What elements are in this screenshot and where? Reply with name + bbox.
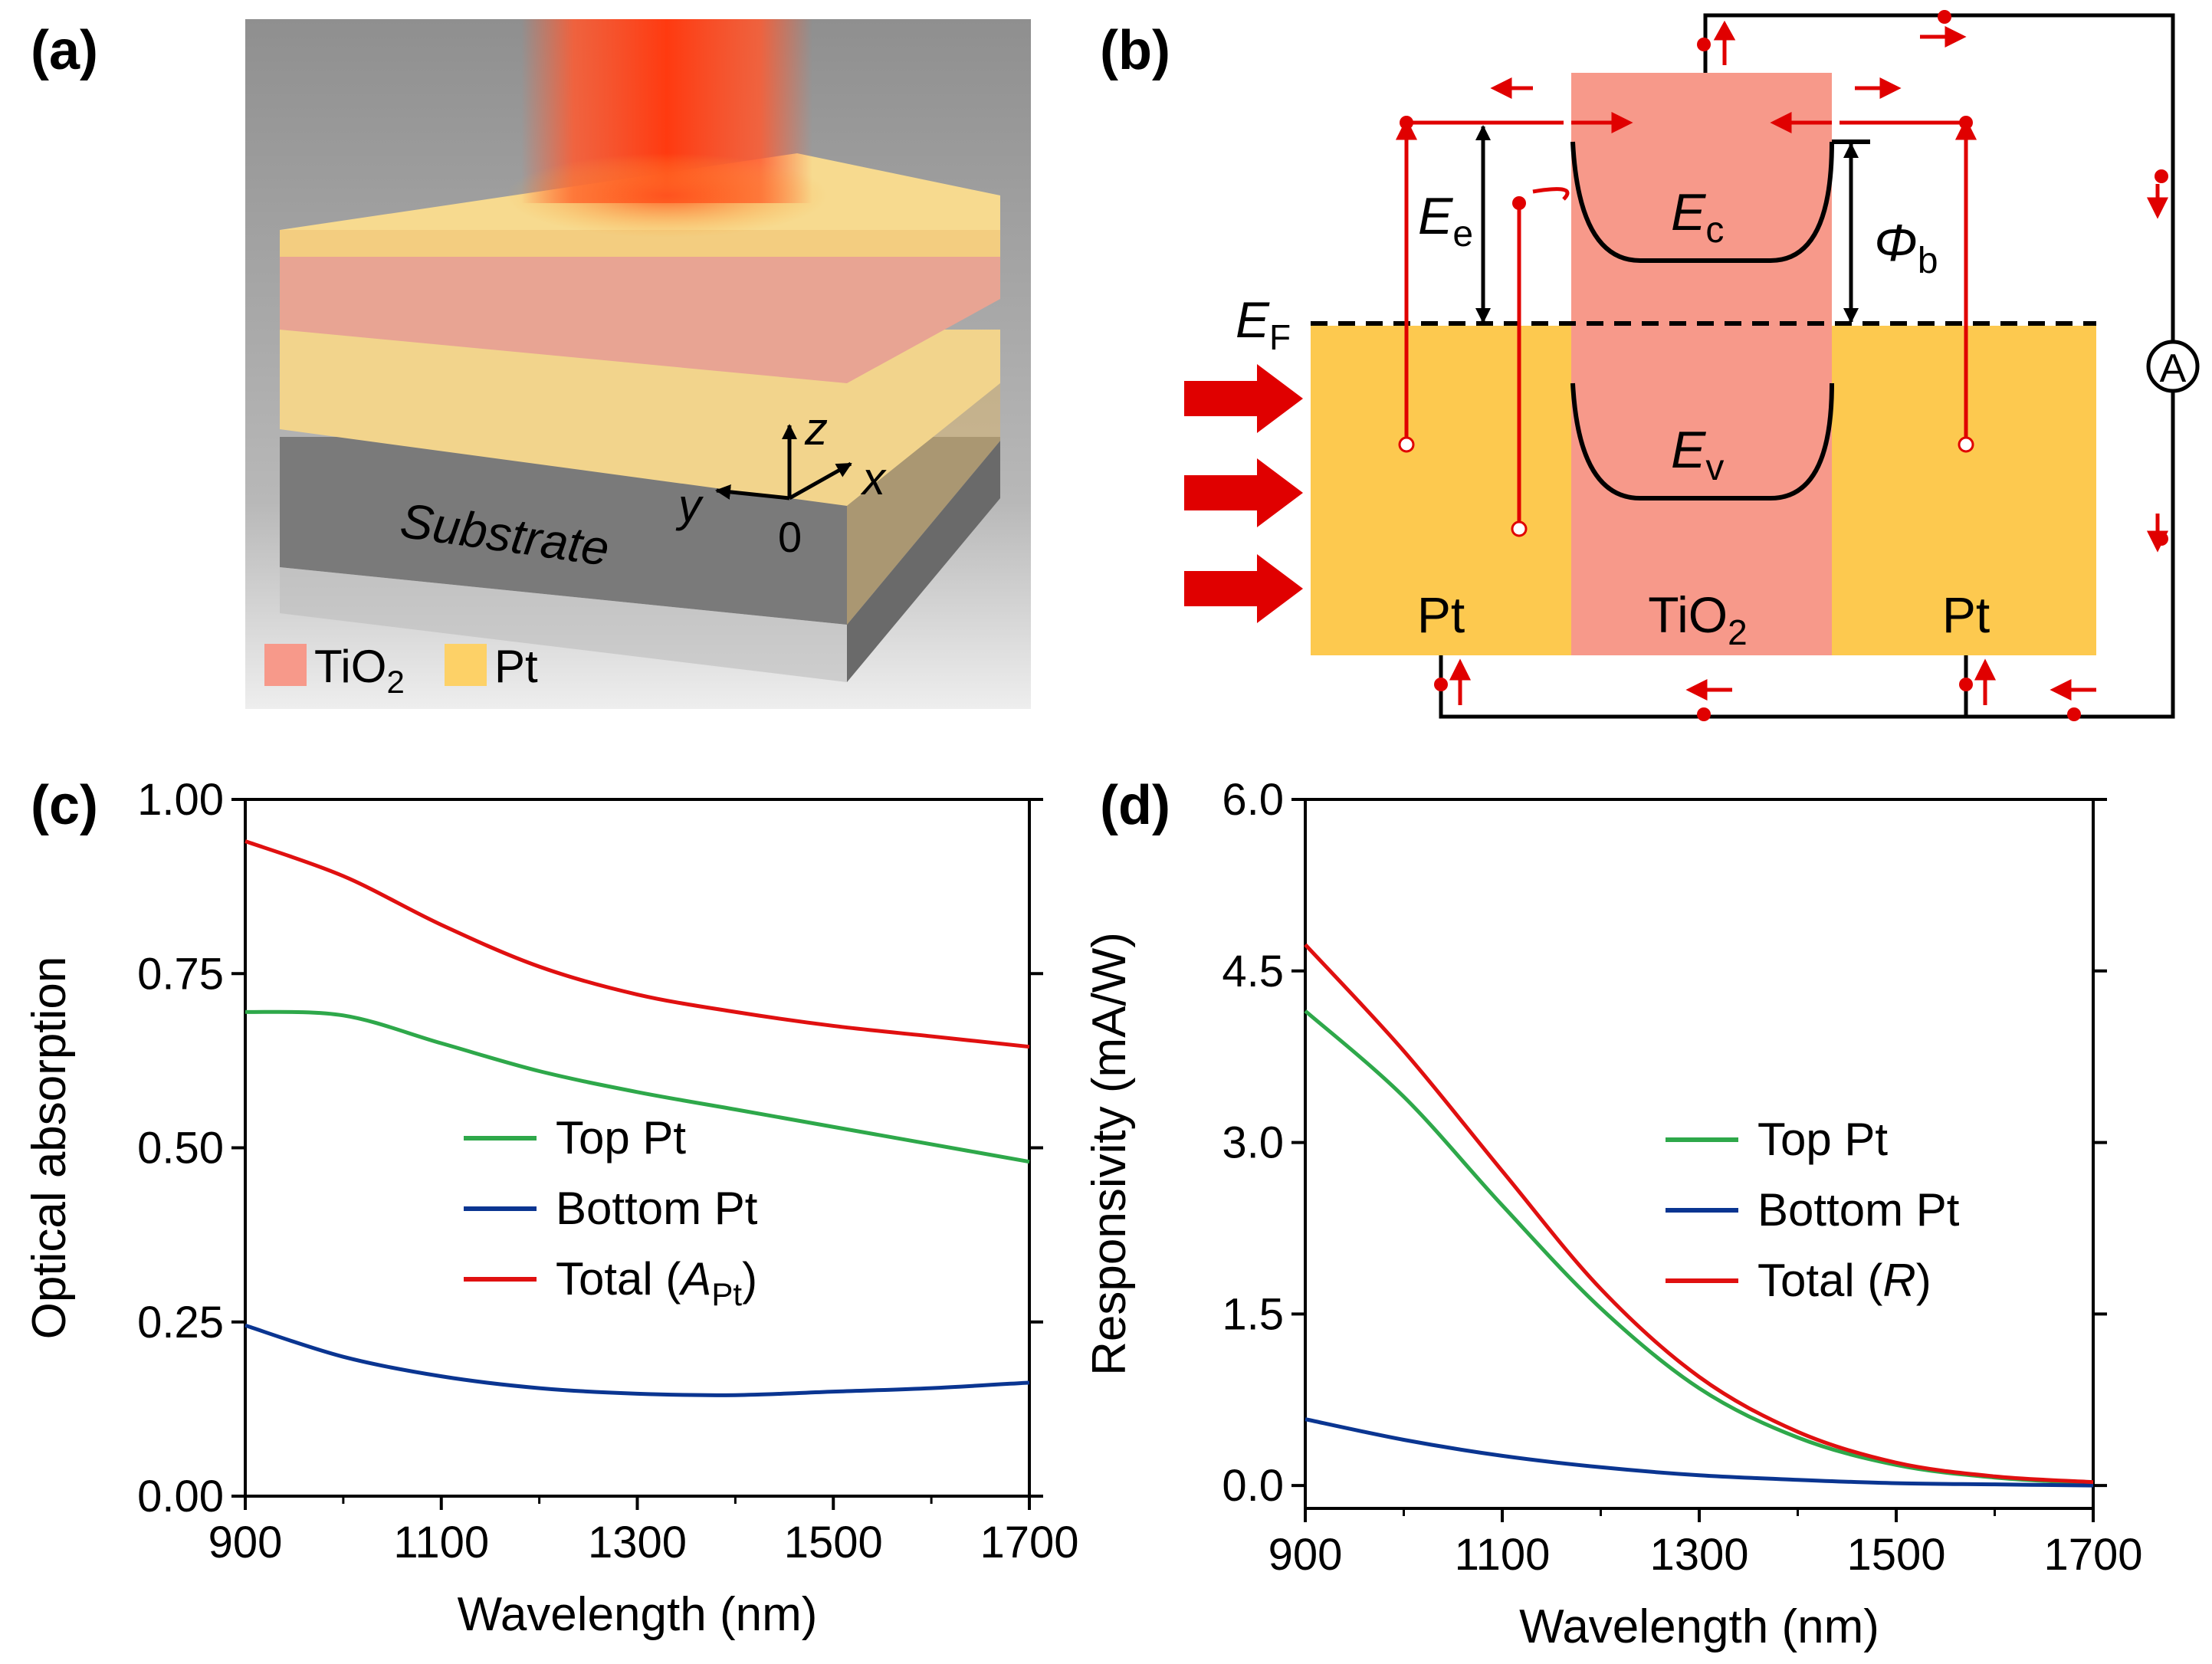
legend-label: Bottom Pt <box>556 1183 758 1234</box>
legend-swatch-pt <box>445 644 487 686</box>
pt-left-label: Pt <box>1417 586 1465 643</box>
pt-left-region <box>1311 326 1571 655</box>
legend-label-main: Top Pt <box>556 1112 686 1163</box>
axis-y-label: y <box>675 480 704 531</box>
legend-label: Total (R) <box>1757 1255 1931 1306</box>
legend-label: Total (APt) <box>556 1253 757 1312</box>
axis-origin-label: 0 <box>778 513 802 561</box>
y-tick-label: 0.0 <box>1222 1461 1284 1511</box>
panel-c: (c) 900 1100 1300 1500 1700 0.00 0.25 0.50 0.75 1… <box>23 775 1079 1641</box>
legend-label-main: Total ( <box>1757 1255 1882 1306</box>
legend-label: Bottom Pt <box>1757 1184 1960 1236</box>
y-tick-label: 0.75 <box>137 949 224 999</box>
axis-x-label: x <box>860 453 887 504</box>
x-tick-label: 1700 <box>980 1518 1078 1567</box>
legend-tio2-label: TiO2 <box>314 641 405 700</box>
legend-swatch-tio2 <box>264 644 307 686</box>
legend-label-close: ) <box>742 1253 757 1305</box>
ammeter <box>2146 340 2200 393</box>
ev-label: Ev <box>1671 421 1724 488</box>
tio2-region <box>1571 73 1832 655</box>
legend-label-main: Bottom Pt <box>1757 1184 1960 1236</box>
x-tick-label: 1100 <box>393 1518 489 1567</box>
hole-circles <box>1398 436 1974 537</box>
legend-pt-label: Pt <box>494 641 538 692</box>
legend-label-main: Bottom Pt <box>556 1183 758 1234</box>
y-axis-label: Responsivity (mA/W) <box>1083 932 1136 1376</box>
y-tick-label: 0.25 <box>137 1298 224 1347</box>
series-line-bottom-pt <box>1305 1417 2094 1488</box>
series-line-top-pt <box>245 1009 1030 1164</box>
x-tick-label: 1300 <box>588 1518 687 1567</box>
ef-label: EF <box>1236 291 1291 357</box>
series-line-top-pt <box>1304 1009 2094 1485</box>
series-line-bottom-pt <box>245 1323 1030 1397</box>
legend-label-italic: R <box>1882 1255 1915 1306</box>
tio2-layer <box>280 257 1000 383</box>
y-tick-label: 0.00 <box>137 1472 224 1521</box>
conduction-band <box>1570 141 1834 263</box>
panel-b-label: (b) <box>1100 20 1170 81</box>
beam-spot <box>506 153 828 238</box>
tio2-region-label: TiO2 <box>1648 586 1747 652</box>
x-tick-label: 1300 <box>1649 1530 1748 1580</box>
coordinate-axes <box>715 424 852 501</box>
ee-label: Ee <box>1418 187 1473 254</box>
panel-a: (a) z x y 0 Substrate TiO2 <box>31 19 1031 709</box>
chart-d: 900 1100 1300 1500 1700 0.0 1.5 3.0 4.5 6.0 Wavele… <box>1083 775 2143 1653</box>
pt-right-label: Pt <box>1942 586 1990 643</box>
legend-label: Top Pt <box>556 1112 686 1163</box>
y-tick-label: 3.0 <box>1222 1118 1284 1168</box>
legend-label-close: ) <box>1916 1255 1931 1306</box>
legend-label: Top Pt <box>1757 1114 1888 1165</box>
panel-c-label: (c) <box>31 775 98 836</box>
chart-c: 900 1100 1300 1500 1700 0.00 0.25 0.50 0.75 1.00 W… <box>23 775 1079 1641</box>
y-axis-label: Optical absorption <box>23 957 76 1340</box>
valence-band <box>1570 382 1834 501</box>
ammeter-label: A <box>2160 346 2187 391</box>
x-axis-label: Wavelength (nm) <box>458 1588 818 1641</box>
legend-label-main: Total ( <box>556 1253 681 1305</box>
panel-a-label: (a) <box>31 20 98 81</box>
series-line-total <box>245 839 1030 1049</box>
plot-frame <box>1304 798 2095 1510</box>
carrier-paths <box>1404 120 1968 529</box>
ec-label: Ec <box>1671 183 1724 251</box>
x-tick-label: 900 <box>1268 1530 1343 1580</box>
current-arrows <box>1395 20 2169 705</box>
axis-z-label: z <box>804 403 828 455</box>
panel-d: (d) 900 1100 1300 1500 1700 0.0 1.5 3.0 4.5 6.0 Wa… <box>1083 775 2143 1653</box>
y-tick-label: 4.5 <box>1222 947 1284 996</box>
y-tick-label: 6.0 <box>1222 775 1284 825</box>
x-tick-label: 1500 <box>784 1518 883 1567</box>
phib-label: Φb <box>1874 214 1938 281</box>
legend-label-sub: Pt <box>711 1276 742 1312</box>
x-tick-label: 900 <box>208 1518 283 1567</box>
panel-b: (b) A EF Ec Ev Ee Φb Pt <box>1100 10 2200 721</box>
y-tick-label: 0.50 <box>137 1124 224 1173</box>
x-axis-label: Wavelength (nm) <box>1519 1600 1879 1653</box>
y-tick-label: 1.00 <box>137 775 224 825</box>
incident-light-arrows <box>1184 364 1303 623</box>
panel-d-label: (d) <box>1100 775 1170 836</box>
x-tick-label: 1100 <box>1455 1530 1551 1580</box>
series-line-total <box>1304 943 2094 1485</box>
y-tick-label: 1.5 <box>1222 1289 1284 1339</box>
legend-label-main: Top Pt <box>1757 1114 1888 1165</box>
x-tick-label: 1700 <box>2043 1530 2142 1580</box>
x-tick-label: 1500 <box>1846 1530 1945 1580</box>
legend-label-italic: A <box>678 1253 711 1305</box>
